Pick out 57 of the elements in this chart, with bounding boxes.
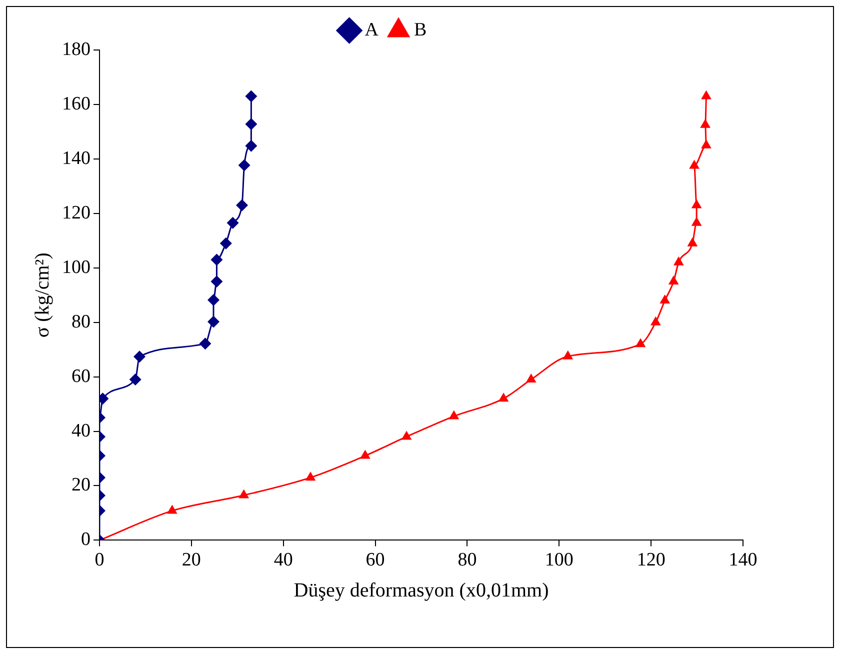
point [650, 316, 661, 326]
point [700, 118, 711, 128]
y-tick-label: 40 [72, 420, 90, 442]
point [207, 294, 220, 306]
point [238, 489, 250, 498]
x-tick-label: 100 [544, 550, 574, 571]
point [210, 254, 223, 266]
point [498, 392, 509, 402]
point [199, 338, 212, 350]
point [691, 216, 702, 226]
point [210, 275, 223, 288]
x-axis-title: Düşey deformasyon (x0,01mm) [294, 579, 549, 602]
point [245, 90, 258, 102]
y-tick-label: 100 [62, 256, 90, 278]
point [701, 90, 712, 100]
point [129, 374, 142, 386]
x-tick-label: 40 [274, 550, 293, 571]
point [133, 350, 146, 363]
point [448, 410, 460, 420]
point [245, 140, 258, 152]
point [668, 275, 679, 284]
y-tick-label: 120 [62, 202, 90, 224]
y-tick-label: 160 [62, 93, 90, 114]
legend-label: A [364, 19, 379, 40]
x-tick-label: 60 [366, 550, 385, 571]
point [701, 139, 712, 148]
point [660, 294, 670, 304]
y-tick-label: 60 [72, 366, 90, 387]
x-tick-label: 140 [728, 550, 758, 571]
point [166, 504, 178, 514]
x-tick-label: 80 [458, 550, 477, 571]
y-tick-label: 180 [62, 38, 90, 60]
point [691, 199, 702, 208]
point [687, 237, 698, 246]
point [689, 160, 700, 169]
point [673, 256, 684, 266]
point [635, 338, 646, 348]
point [238, 159, 250, 172]
point [526, 374, 536, 383]
y-tick-label: 20 [72, 474, 90, 496]
point [226, 216, 239, 229]
point [245, 118, 258, 130]
y-tick-label: 80 [72, 311, 90, 332]
y-tick-label: 140 [62, 148, 90, 169]
legend-label: B [414, 19, 427, 40]
x-tick-label: 120 [636, 550, 666, 571]
point [360, 450, 370, 459]
point [220, 237, 232, 250]
point [562, 350, 574, 360]
point [207, 316, 220, 328]
x-tick-label: 20 [182, 550, 201, 571]
y-axis-title: σ (kg/cm²) [31, 252, 54, 338]
point [236, 199, 248, 212]
x-tick-label: 0 [94, 550, 104, 571]
point [401, 430, 412, 440]
point [305, 472, 316, 481]
y-tick-label: 0 [81, 529, 90, 550]
